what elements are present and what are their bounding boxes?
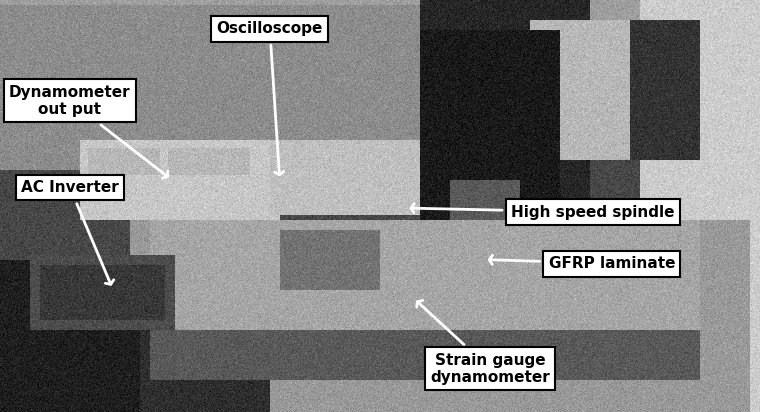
Text: Dynamometer
out put: Dynamometer out put bbox=[9, 85, 168, 178]
Text: AC Inverter: AC Inverter bbox=[21, 180, 119, 284]
Text: High speed spindle: High speed spindle bbox=[411, 204, 675, 220]
Text: Strain gauge
dynamometer: Strain gauge dynamometer bbox=[416, 300, 550, 385]
Text: Oscilloscope: Oscilloscope bbox=[217, 21, 323, 175]
Text: GFRP laminate: GFRP laminate bbox=[489, 255, 675, 271]
